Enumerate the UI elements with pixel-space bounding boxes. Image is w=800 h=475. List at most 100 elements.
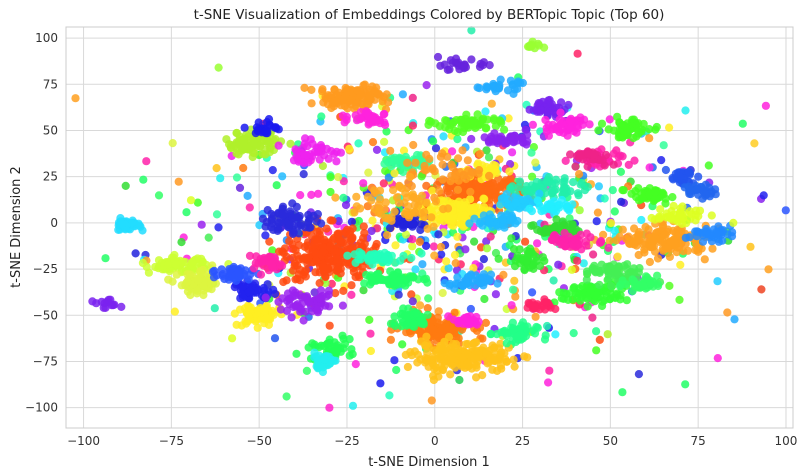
- data-point: [679, 247, 688, 256]
- data-point: [311, 268, 320, 277]
- data-point: [384, 214, 393, 223]
- data-point: [418, 260, 427, 269]
- data-point: [467, 167, 476, 177]
- x-tick-label: −75: [159, 434, 184, 448]
- data-point: [338, 95, 347, 104]
- data-point: [379, 110, 388, 119]
- data-point: [171, 260, 180, 269]
- data-point: [255, 221, 264, 230]
- data-point: [495, 182, 504, 191]
- data-point: [535, 261, 545, 271]
- data-point: [268, 166, 277, 175]
- data-point: [486, 232, 495, 241]
- data-point: [494, 254, 503, 263]
- y-tick-label: 100: [35, 31, 58, 45]
- data-point: [412, 309, 421, 318]
- data-point: [547, 235, 557, 244]
- data-point: [367, 226, 376, 236]
- data-point: [605, 115, 614, 124]
- data-point: [428, 186, 437, 195]
- data-point: [406, 172, 415, 182]
- data-point: [411, 158, 420, 167]
- data-point: [577, 178, 587, 188]
- data-point: [232, 128, 241, 138]
- data-point: [533, 196, 542, 205]
- data-point: [238, 289, 247, 299]
- data-point: [276, 214, 285, 223]
- data-point: [301, 266, 310, 275]
- data-point: [469, 339, 478, 348]
- data-point: [521, 237, 530, 246]
- data-point: [445, 214, 454, 223]
- data-point: [569, 178, 578, 187]
- data-point: [535, 189, 544, 198]
- data-point: [170, 250, 179, 260]
- data-point: [164, 275, 173, 284]
- data-point: [510, 276, 519, 285]
- data-point: [478, 371, 487, 380]
- data-point: [427, 396, 436, 405]
- data-point: [296, 276, 305, 285]
- data-point: [406, 329, 415, 338]
- data-point: [422, 241, 431, 250]
- data-point: [514, 183, 523, 192]
- data-point: [324, 91, 333, 100]
- data-point: [290, 261, 299, 270]
- data-point: [552, 215, 561, 224]
- data-point: [622, 234, 631, 243]
- data-point: [416, 301, 425, 310]
- data-point: [678, 202, 687, 211]
- data-point: [466, 270, 476, 279]
- data-point: [251, 259, 260, 268]
- x-tick-label: 50: [603, 434, 618, 448]
- data-point: [446, 279, 455, 289]
- data-point: [217, 265, 226, 274]
- data-point: [446, 370, 455, 379]
- data-point: [454, 154, 463, 163]
- data-point: [409, 140, 418, 150]
- data-point: [121, 181, 130, 190]
- data-point: [653, 254, 663, 263]
- data-point: [253, 323, 262, 332]
- data-point: [594, 182, 604, 191]
- data-point: [243, 191, 252, 200]
- data-point: [444, 264, 453, 273]
- data-point: [759, 191, 768, 200]
- data-point: [669, 201, 678, 211]
- data-point: [339, 193, 348, 202]
- data-point: [216, 174, 225, 183]
- data-point: [630, 156, 639, 165]
- data-point: [366, 346, 375, 356]
- data-point: [279, 277, 288, 287]
- data-point: [142, 157, 151, 166]
- data-point: [512, 332, 521, 341]
- plot-frame: [65, 26, 794, 429]
- data-point: [325, 321, 334, 330]
- data-point: [197, 220, 206, 229]
- data-point: [592, 217, 601, 226]
- data-point: [376, 379, 385, 388]
- data-point: [482, 82, 491, 91]
- data-point: [493, 136, 502, 145]
- data-point: [261, 231, 270, 240]
- data-point: [421, 198, 431, 207]
- data-point: [288, 240, 297, 249]
- data-point: [107, 301, 116, 310]
- data-point: [613, 112, 622, 121]
- data-point: [607, 282, 616, 291]
- data-point: [383, 231, 392, 240]
- data-point: [168, 139, 177, 148]
- data-point: [543, 106, 552, 115]
- data-point: [433, 366, 442, 375]
- data-point: [415, 237, 424, 246]
- data-point: [554, 260, 563, 269]
- data-point: [234, 268, 243, 277]
- data-point: [582, 275, 591, 284]
- data-point: [321, 279, 330, 288]
- data-point: [413, 194, 422, 203]
- data-point: [395, 276, 404, 285]
- data-point: [503, 195, 512, 204]
- data-point: [406, 272, 415, 281]
- data-point: [117, 302, 126, 311]
